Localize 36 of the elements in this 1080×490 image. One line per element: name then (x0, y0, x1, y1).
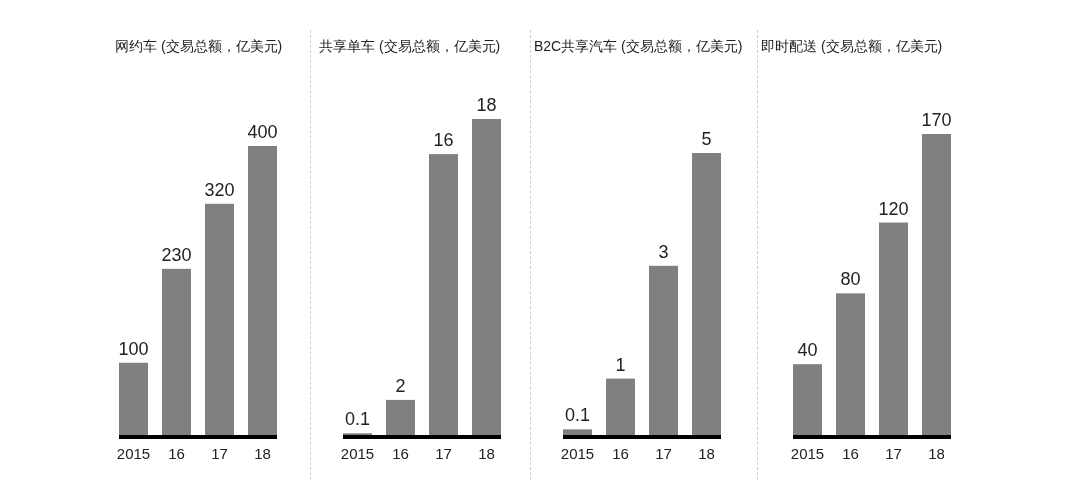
data-label: 16 (433, 130, 454, 151)
data-label: 400 (247, 122, 278, 142)
x-tick-label: 18 (478, 445, 495, 462)
data-label: 80 (840, 269, 861, 290)
x-tick-label: 16 (168, 445, 185, 462)
x-tick-label: 17 (435, 445, 452, 462)
title: 共享单车 (交易总额，亿美元) (319, 38, 501, 54)
data-label: 0.1 (565, 405, 590, 426)
data-label: 170 (921, 110, 952, 130)
x-tick-label: 2015 (790, 445, 825, 462)
x-tick-label: 2015 (340, 445, 375, 462)
x-tick-label: 16 (392, 445, 409, 462)
data-label: 230 (161, 244, 192, 265)
x-tick-label: 17 (655, 445, 672, 462)
data-label: 120 (878, 198, 909, 219)
x-tick-label: 17 (885, 445, 902, 462)
data-label: 40 (797, 340, 818, 361)
x-tick-label: 17 (211, 445, 228, 462)
x-tick-label: 16 (842, 445, 859, 462)
data-label: 18 (476, 95, 497, 115)
x-tick-label: 16 (612, 445, 629, 462)
title: B2C共享汽车 (交易总额，亿美元) (534, 38, 743, 54)
data-label: 320 (204, 179, 235, 200)
x-tick-label: 18 (928, 445, 945, 462)
x-tick-label: 18 (254, 445, 271, 462)
data-label: 100 (118, 338, 149, 359)
x-tick-label: 2015 (560, 445, 595, 462)
data-label: 0.1 (345, 409, 370, 430)
data-label: 1 (615, 354, 626, 375)
data-label: 3 (658, 241, 669, 262)
x-tick-label: 18 (698, 445, 715, 462)
data-label: 2 (395, 375, 406, 396)
x-tick-label: 2015 (116, 445, 151, 462)
data-label: 5 (701, 129, 712, 149)
title: 网约车 (交易总额，亿美元) (115, 38, 283, 54)
title: 即时配送 (交易总额，亿美元) (761, 38, 943, 54)
